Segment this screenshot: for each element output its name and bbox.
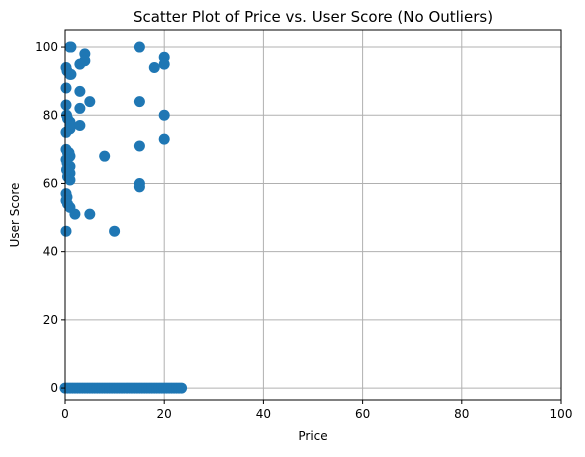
y-tick-label-2: 40 [43,245,58,259]
scatter-point-0-11 [65,68,77,80]
scatter-point-0-19 [158,109,170,121]
y-tick-label-1: 20 [43,313,58,327]
scatter-point-0-33 [99,150,111,162]
x-tick-label-1: 20 [157,407,172,421]
plot-frame [64,29,562,401]
y-tick-label-3: 60 [43,176,58,190]
scatter-point-0-2 [133,41,145,53]
scatter-point-0-99 [176,382,188,394]
y-tick-label-4: 80 [43,108,58,122]
scatter-point-0-15 [84,96,96,108]
scatter-point-0-13 [60,82,72,94]
grid-layer [64,30,562,400]
x-tick-label-2: 40 [256,407,271,421]
x-tick-label-4: 80 [454,407,469,421]
points-layer [59,41,188,394]
scatter-point-0-7 [74,58,86,70]
scatter-point-0-18 [74,102,86,114]
scatter-point-0-25 [74,119,86,131]
scatter-point-0-4 [158,58,170,70]
y-ticks-layer: 0 20 40 60 80 100 [35,40,65,395]
scatter-point-0-17 [60,99,72,111]
y-tick-label-5: 100 [35,40,58,54]
scatter-point-0-1 [65,41,77,53]
x-axis-label: Price [298,429,327,443]
scatter-point-0-27 [158,133,170,145]
x-tick-label-5: 100 [550,407,573,421]
scatter-point-0-28 [133,140,145,152]
scatter-point-0-14 [74,85,86,97]
scatter-point-0-49 [84,208,96,220]
scatter-point-0-48 [69,208,81,220]
scatter-point-0-40 [64,174,76,186]
y-tick-label-0: 0 [50,381,58,395]
scatter-point-0-42 [133,181,145,193]
scatter-point-0-26 [60,126,72,138]
scatter-point-0-16 [133,96,145,108]
x-ticks-layer: 0 20 40 60 80 100 [61,400,572,421]
chart-title: Scatter Plot of Price vs. User Score (No… [133,8,493,26]
x-tick-label-0: 0 [61,407,69,421]
scatter-point-0-12 [148,62,160,74]
scatter-point-0-51 [109,225,121,237]
x-tick-label-3: 60 [355,407,370,421]
y-axis-label: User Score [8,183,22,248]
scatter-point-0-50 [60,225,72,237]
